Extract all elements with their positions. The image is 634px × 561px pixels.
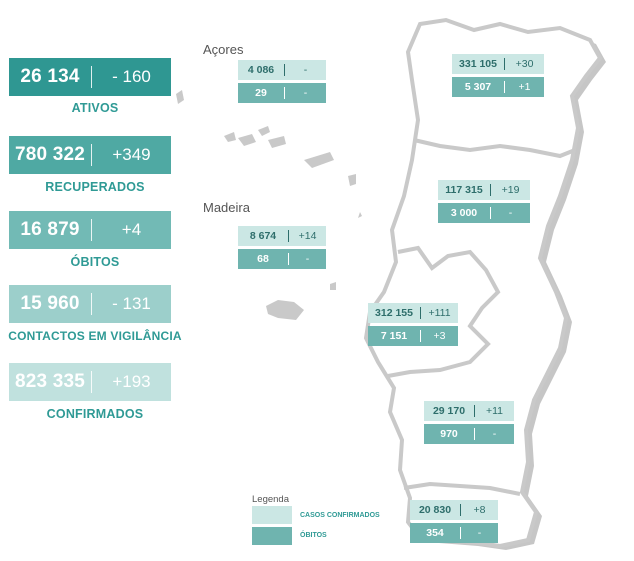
region-algarve-confirmed: 20 830 +8 xyxy=(410,500,498,520)
stat-obitos: 16 879 +4 xyxy=(9,211,171,249)
mainland-outline xyxy=(363,17,603,549)
region-alentejo-deaths: 970 - xyxy=(424,424,514,444)
region-madeira-confirmed: 8 674 +14 xyxy=(238,226,326,246)
confirmed-value: 312 155 xyxy=(375,307,413,319)
region-alentejo-confirmed: 29 170 +11 xyxy=(424,401,514,421)
stat-delta: +349 xyxy=(112,145,151,164)
border-centro-lisboa xyxy=(387,245,501,378)
stat-delta: - 131 xyxy=(112,294,151,313)
confirmed-value: 331 105 xyxy=(459,58,497,70)
box-divider xyxy=(288,230,289,242)
acores-islands xyxy=(176,90,362,218)
legend-label-confirmed: CASOS CONFIRMADOS xyxy=(300,512,380,519)
stat-contactos: 15 960 - 131 xyxy=(9,285,171,323)
stat-value: 16 879 xyxy=(20,219,80,240)
border-norte-centro xyxy=(413,138,576,159)
border-alentejo-algarve xyxy=(403,481,521,496)
stat-label-contactos: CONTACTOS EM VIGILÂNCIA xyxy=(8,329,182,343)
stat-ativos: 26 134 - 160 xyxy=(9,58,171,96)
stat-label-recuperados: RECUPERADOS xyxy=(45,180,145,194)
deaths-delta: - xyxy=(477,527,482,539)
confirmed-value: 20 830 xyxy=(418,504,452,516)
box-divider xyxy=(460,527,461,539)
acores-title: Açores xyxy=(203,42,244,57)
madeira-title: Madeira xyxy=(203,200,250,215)
deaths-value: 29 xyxy=(255,87,267,99)
stat-value: 823 335 xyxy=(14,371,86,392)
box-divider xyxy=(504,58,505,70)
stat-label-confirmados: CONFIRMADOS xyxy=(46,407,144,421)
stat-delta: - 160 xyxy=(112,67,151,86)
deaths-delta: +3 xyxy=(433,330,446,342)
confirmed-delta: +30 xyxy=(515,58,534,70)
region-algarve-deaths: 354 - xyxy=(410,523,498,543)
box-divider xyxy=(474,428,475,440)
region-madeira-deaths: 68 - xyxy=(238,249,326,269)
stat-label-obitos: ÓBITOS xyxy=(70,255,120,269)
box-divider xyxy=(460,504,461,516)
confirmed-value: 8 674 xyxy=(249,230,277,242)
legend-swatch-deaths xyxy=(252,527,292,545)
box-divider xyxy=(504,81,505,93)
region-centro-deaths: 3 000 - xyxy=(438,203,530,223)
stat-divider xyxy=(91,293,92,315)
stat-recuperados: 780 322 +349 xyxy=(9,136,171,174)
deaths-delta: - xyxy=(303,87,308,99)
box-divider xyxy=(288,253,289,265)
box-divider xyxy=(284,64,285,76)
madeira-islands xyxy=(266,282,336,320)
deaths-value: 68 xyxy=(257,253,269,265)
deaths-value: 970 xyxy=(440,428,458,440)
region-norte-confirmed: 331 105 +30 xyxy=(452,54,544,74)
stat-divider xyxy=(91,219,92,241)
box-divider xyxy=(420,307,421,319)
deaths-delta: - xyxy=(492,428,497,440)
confirmed-value: 117 315 xyxy=(445,184,483,196)
stat-delta: +4 xyxy=(121,220,142,239)
box-divider xyxy=(490,207,491,219)
legend-label-deaths: ÓBITOS xyxy=(300,532,327,539)
confirmed-delta: +19 xyxy=(501,184,520,196)
stat-delta: +193 xyxy=(112,372,151,391)
region-lisboa-confirmed: 312 155 +111 xyxy=(368,303,458,323)
box-divider xyxy=(474,405,475,417)
deaths-value: 3 000 xyxy=(450,207,478,219)
stat-value: 780 322 xyxy=(14,144,86,165)
box-divider xyxy=(284,87,285,99)
region-centro-confirmed: 117 315 +19 xyxy=(438,180,530,200)
deaths-delta: +1 xyxy=(518,81,531,93)
confirmed-delta: - xyxy=(303,64,308,76)
confirmed-delta: +111 xyxy=(428,307,451,319)
deaths-value: 354 xyxy=(426,527,444,539)
confirmed-delta: +14 xyxy=(298,230,317,242)
deaths-delta: - xyxy=(305,253,310,265)
deaths-delta: - xyxy=(508,207,513,219)
stat-divider xyxy=(91,371,92,393)
stat-label-ativos: ATIVOS xyxy=(71,101,119,115)
stat-divider xyxy=(91,144,92,166)
legend-swatch-confirmed xyxy=(252,506,292,524)
region-lisboa-deaths: 7 151 +3 xyxy=(368,326,458,346)
deaths-value: 5 307 xyxy=(464,81,492,93)
stat-divider xyxy=(91,66,92,88)
stat-value: 26 134 xyxy=(20,66,80,87)
stat-confirmados: 823 335 +193 xyxy=(9,363,171,401)
region-acores-deaths: 29 - xyxy=(238,83,326,103)
confirmed-delta: +11 xyxy=(485,405,504,417)
region-acores-confirmed: 4 086 - xyxy=(238,60,326,80)
legend-title: Legenda xyxy=(252,494,289,505)
confirmed-delta: +8 xyxy=(473,504,486,516)
stat-value: 15 960 xyxy=(20,293,80,314)
confirmed-value: 29 170 xyxy=(432,405,466,417)
deaths-value: 7 151 xyxy=(380,330,408,342)
confirmed-value: 4 086 xyxy=(247,64,275,76)
box-divider xyxy=(490,184,491,196)
box-divider xyxy=(420,330,421,342)
region-norte-deaths: 5 307 +1 xyxy=(452,77,544,97)
